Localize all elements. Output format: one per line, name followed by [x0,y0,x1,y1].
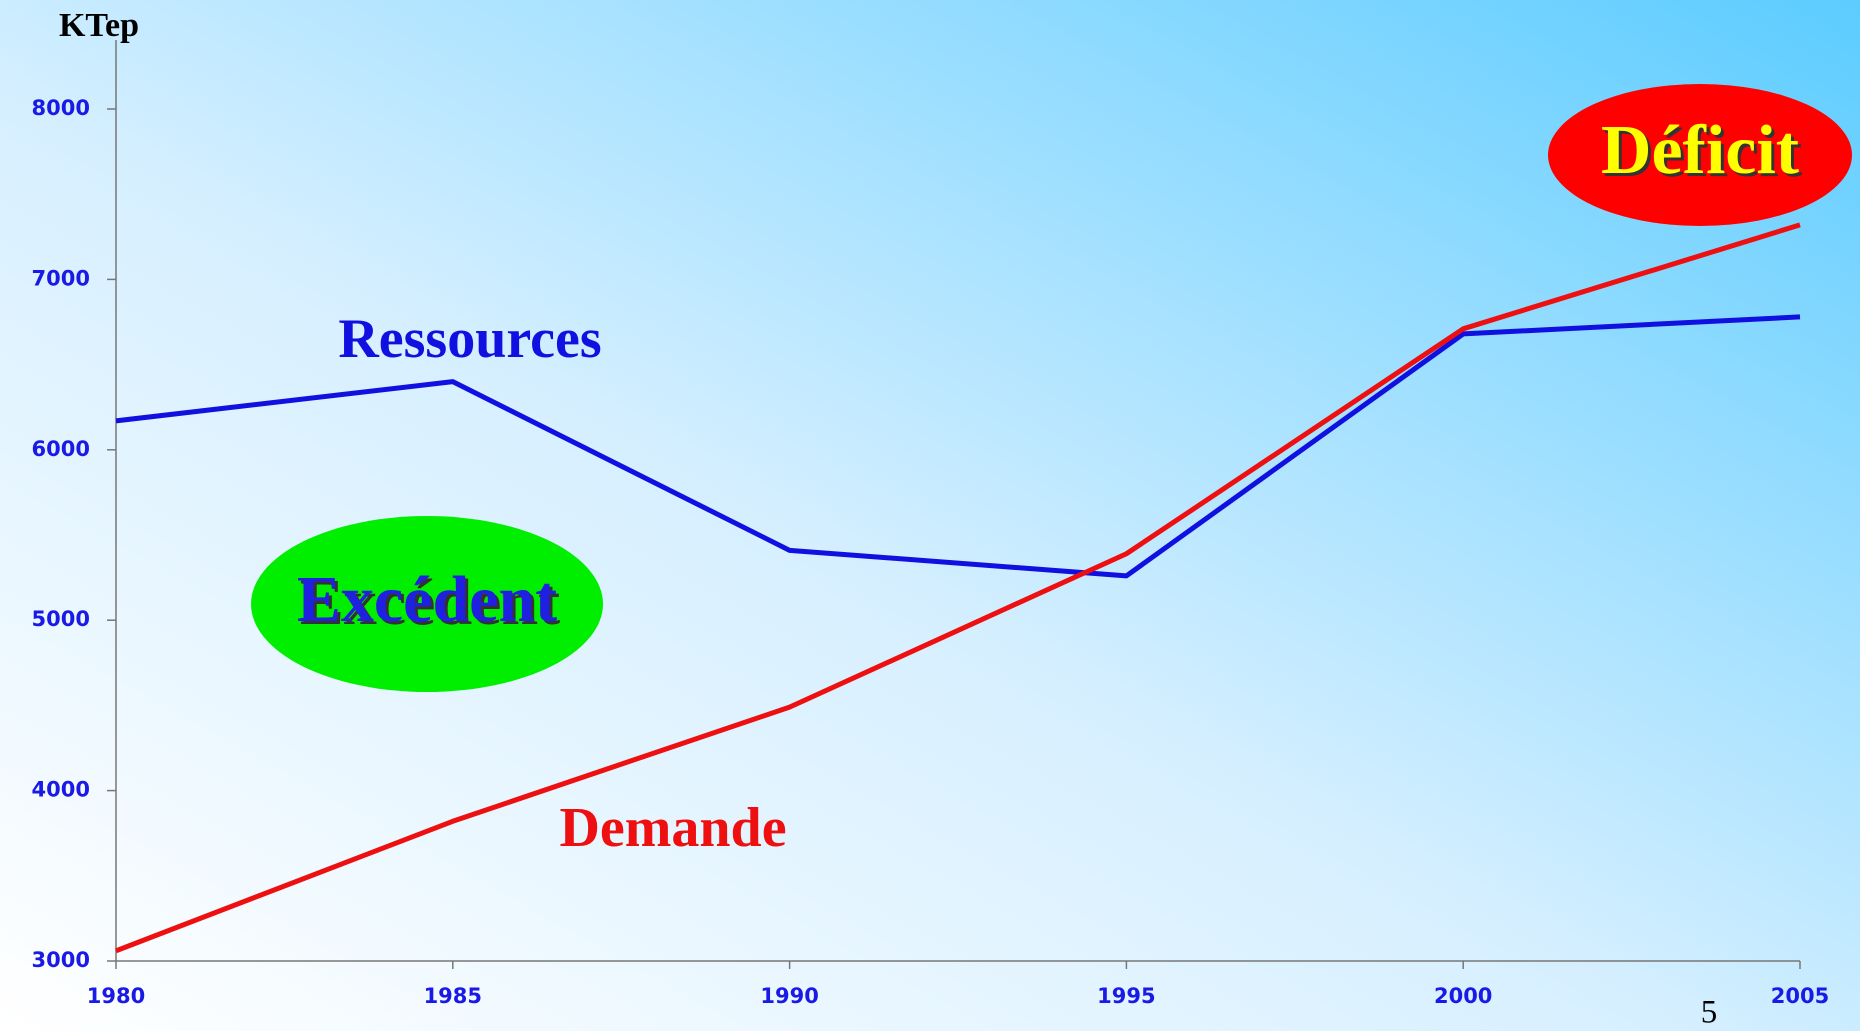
series-label: Ressources [338,308,601,370]
y-tick-label: 6000 [32,437,90,461]
y-tick-label: 8000 [32,96,90,120]
x-tick-label: 1985 [424,984,482,1008]
x-tick-label: 1980 [87,984,145,1008]
series-line [115,314,1801,579]
series-line [115,222,1801,954]
y-tick-label: 4000 [32,778,90,802]
series-label: Demande [559,797,786,859]
x-tick-label: 1995 [1097,984,1155,1008]
y-tick-label: 7000 [32,266,90,290]
x-tick-label: 2005 [1771,984,1829,1008]
annotation-shadow: Excédent [300,566,560,639]
slide-number: 5 [1701,995,1718,1031]
annotation-bubble [251,516,603,692]
x-tick-label: 1990 [760,984,818,1008]
x-tick-label: 2000 [1434,984,1492,1008]
y-axis-label: KTep [59,7,139,44]
annotation-shadow: Déficit [1604,115,1802,192]
y-tick-label: 3000 [32,948,90,972]
annotation-bubble [1548,84,1852,226]
y-tick-label: 5000 [32,607,90,631]
annotation-text: Déficit [1601,112,1799,189]
annotation-text: Excédent [297,563,557,636]
